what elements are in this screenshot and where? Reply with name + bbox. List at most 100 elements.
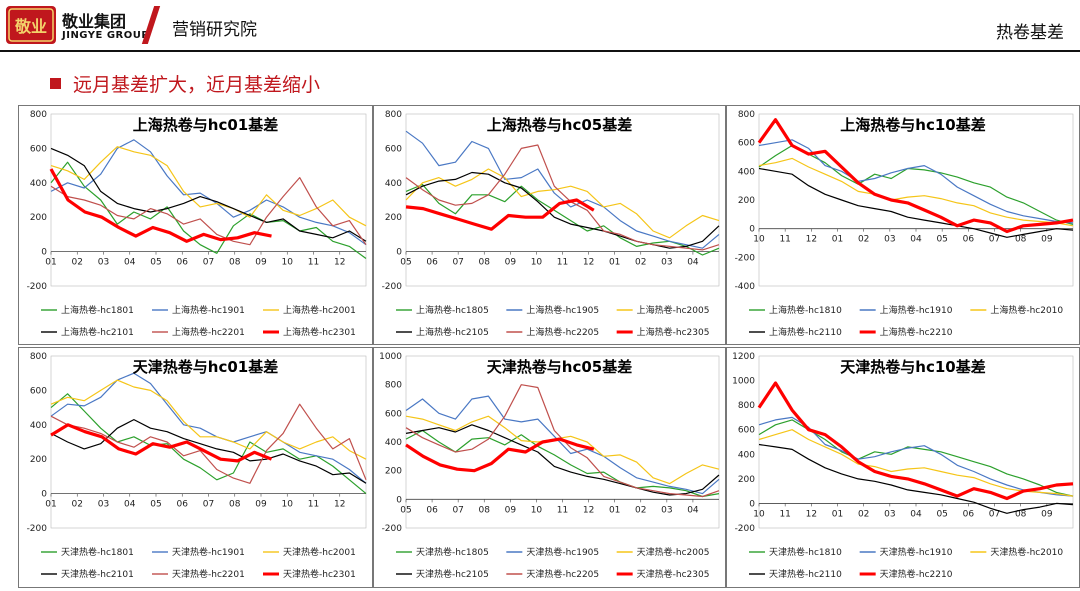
legend-label: 天津热卷-hc2105 [416, 568, 489, 580]
x-tick-label: 04 [910, 509, 922, 519]
y-tick-label: 400 [30, 179, 47, 189]
legend-label: 天津热卷-hc2010 [990, 546, 1063, 558]
x-tick-label: 06 [426, 505, 438, 515]
series-line-6 [405, 198, 595, 231]
chart-panel-4: -200 0 200 400 600 800 01 02 03 04 05 06 07 08 09 10 11 1… [18, 347, 373, 588]
series-line-3 [758, 157, 1074, 227]
x-tick-label: 06 [426, 258, 438, 268]
x-tick-label: 11 [557, 505, 568, 515]
legend-label: 上海热卷-hc2101 [61, 326, 134, 338]
y-tick-label: 200 [30, 213, 47, 223]
x-tick-label: 07 [452, 258, 463, 268]
legend-label: 上海热卷-hc2201 [172, 326, 245, 338]
x-tick-label: 12 [806, 509, 817, 519]
chart-svg: -200 0 200 400 600 800 1000 1200 10 11 12 01 02 03 04 0… [732, 352, 1074, 580]
y-tick-label: 600 [30, 144, 47, 154]
y-tick-label: 0 [749, 225, 755, 235]
chart-svg: -200 0 200 400 600 800 01 02 03 04 05 06 07 08 09 10 11 1… [27, 352, 367, 580]
y-tick-label: 200 [30, 455, 47, 465]
legend-label: 天津热卷-hc1901 [172, 546, 245, 558]
y-tick-label: 600 [385, 144, 402, 154]
series-line-2 [50, 139, 367, 246]
x-tick-label: 12 [583, 258, 594, 268]
legend-label: 上海热卷-hc2110 [769, 326, 842, 338]
chart-panel-5: -200 0 200 400 600 800 1000 05 06 07 08 09 10 11 12 01 0… [373, 347, 726, 588]
x-tick-label: 10 [531, 258, 543, 268]
x-tick-label: 03 [661, 505, 672, 515]
x-tick-label: 03 [884, 509, 895, 519]
x-tick-label: 12 [583, 505, 594, 515]
y-tick-label: 0 [396, 248, 402, 258]
x-tick-label: 09 [255, 258, 267, 268]
y-tick-label: -200 [735, 253, 756, 263]
legend-label: 上海热卷-hc1910 [880, 304, 953, 316]
legend-label: 上海热卷-hc2205 [526, 326, 599, 338]
x-tick-label: 06 [963, 509, 975, 519]
x-tick-label: 11 [308, 500, 319, 510]
legend-label: 上海热卷-hc2301 [283, 326, 356, 338]
y-tick-label: 800 [30, 110, 47, 120]
y-tick-label: 0 [41, 248, 47, 258]
series-line-4 [50, 419, 367, 484]
series-line-5 [757, 118, 1074, 234]
series-line-3 [50, 146, 367, 227]
series-line-1 [50, 393, 367, 495]
x-tick-label: 03 [884, 235, 895, 245]
x-tick-label: 06 [177, 500, 189, 510]
series-line-1 [405, 183, 720, 256]
legend-label: 天津热卷-hc2301 [283, 568, 356, 580]
department-name: 营销研究院 [172, 20, 257, 40]
legend-label: 天津热卷-hc2001 [283, 546, 356, 558]
series-line-4 [50, 147, 367, 242]
legend-label: 上海热卷-hc2210 [880, 326, 953, 338]
brand-name: 敬业集团 [62, 12, 127, 31]
y-tick-label: 400 [30, 421, 47, 431]
chart-panel-2: -200 0 200 400 600 800 05 06 07 08 09 10 11 12 01 02 03 0… [373, 105, 726, 345]
y-tick-label: 600 [30, 386, 47, 396]
legend-label: 天津热卷-hc1810 [769, 546, 842, 558]
y-tick-label: 1000 [732, 377, 755, 387]
x-tick-label: 04 [687, 505, 699, 515]
y-tick-label: -200 [382, 524, 403, 534]
series-line-5 [50, 403, 367, 484]
x-tick-label: 07 [452, 505, 463, 515]
chart-svg: -400 -200 0 200 400 600 800 10 11 12 01 02 03 04 05 06 0… [735, 110, 1074, 338]
series-line-2 [405, 395, 720, 495]
x-tick-label: 04 [124, 500, 136, 510]
chart-svg: -200 0 200 400 600 800 05 06 07 08 09 10 11 12 01 02 03 0… [382, 110, 720, 338]
legend-label: 上海热卷-hc1805 [416, 304, 489, 316]
y-tick-label: -200 [382, 282, 403, 292]
y-tick-label: 400 [738, 450, 755, 460]
y-tick-label: 800 [30, 352, 47, 362]
series-line-3 [405, 415, 720, 485]
x-tick-label: 12 [806, 235, 817, 245]
x-tick-label: 07 [989, 509, 1000, 519]
y-tick-label: 0 [41, 490, 47, 500]
y-tick-label: 600 [385, 409, 402, 419]
x-tick-label: 05 [936, 509, 947, 519]
x-tick-label: 03 [98, 500, 109, 510]
x-tick-label: 09 [505, 505, 517, 515]
legend-label: 上海热卷-hc2105 [416, 326, 489, 338]
y-tick-label: 400 [385, 179, 402, 189]
x-tick-label: 02 [858, 235, 869, 245]
company-logo: 敬业 [6, 6, 56, 44]
x-tick-label: 03 [661, 258, 672, 268]
y-tick-label: 400 [738, 167, 755, 177]
series-line-6 [50, 423, 273, 463]
x-tick-label: 11 [779, 509, 790, 519]
x-tick-label: 11 [779, 235, 790, 245]
chart-title: 天津热卷与hc01基差 [133, 358, 278, 376]
legend-label: 上海热卷-hc1801 [61, 304, 134, 316]
x-tick-label: 10 [282, 500, 294, 510]
x-tick-label: 03 [98, 258, 109, 268]
x-tick-label: 04 [687, 258, 699, 268]
chart-svg: -200 0 200 400 600 800 01 02 03 04 05 06 07 08 09 10 11 1… [27, 110, 367, 338]
x-tick-label: 02 [635, 258, 646, 268]
x-tick-label: 10 [753, 509, 765, 519]
legend-label: 天津热卷-hc1801 [61, 546, 134, 558]
series-line-3 [405, 168, 720, 239]
y-tick-label: 200 [385, 213, 402, 223]
y-tick-label: 600 [738, 139, 755, 149]
x-tick-label: 10 [282, 258, 294, 268]
